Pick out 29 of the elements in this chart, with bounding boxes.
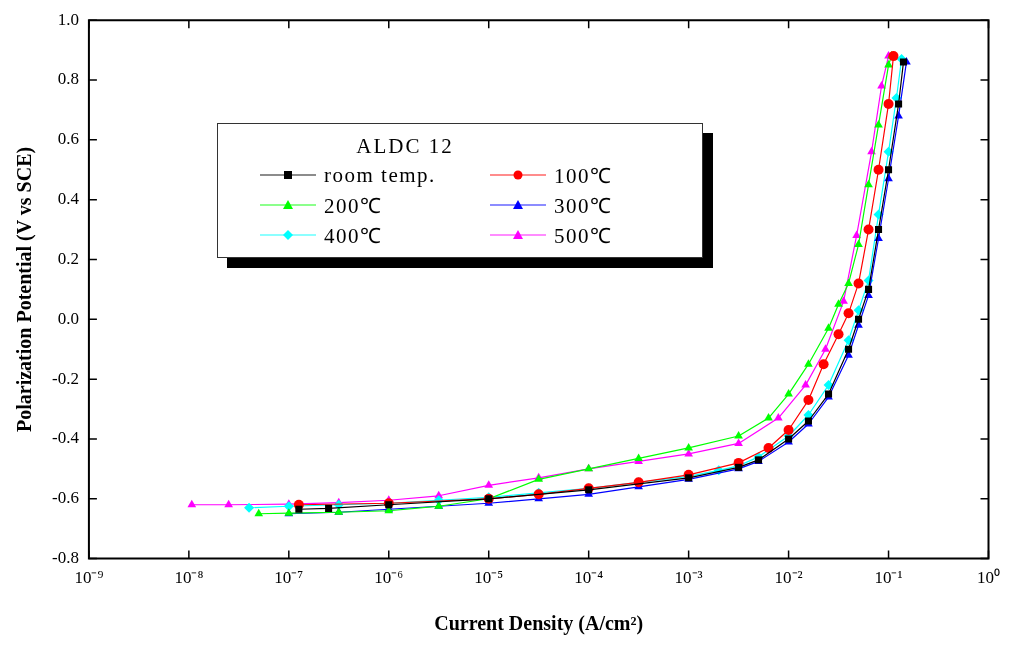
x-tick-label: 10⁻⁵ [474, 568, 504, 588]
y-tick-label: 1.0 [57, 9, 79, 29]
y-tick-label: 0.0 [57, 308, 79, 328]
y-axis-title: Polarization Potential (V vs SCE) [13, 146, 37, 432]
legend-label: 200℃ [324, 193, 383, 219]
legend-label: 100℃ [554, 163, 613, 189]
y-tick-label: 0.4 [57, 189, 80, 209]
legend-title: ALDC 12 [355, 134, 455, 159]
x-tick-label: 10⁻⁹ [74, 568, 104, 588]
y-tick-label: -0.6 [51, 488, 79, 508]
x-tick-label: 10⁻⁷ [274, 568, 304, 588]
x-tick-label: 10⁻³ [674, 568, 703, 588]
y-tick-label: -0.2 [51, 368, 79, 388]
x-tick-label: 10⁻² [774, 568, 803, 588]
legend-label: 500℃ [554, 223, 613, 249]
legend-label: room temp. [324, 162, 436, 188]
y-tick-label: 0.2 [57, 248, 79, 268]
y-tick-label: 0.6 [57, 129, 79, 149]
x-tick-label: 10⁻⁸ [174, 568, 204, 588]
legend-label: 400℃ [324, 223, 383, 249]
x-tick-label: 10⁻⁴ [574, 568, 604, 588]
y-tick-label: 0.8 [57, 69, 79, 89]
x-tick-label: 10⁻⁶ [374, 568, 404, 588]
legend-label: 300℃ [554, 193, 613, 219]
x-tick-label: 10⁰ [977, 568, 1000, 588]
x-tick-label: 10⁻¹ [874, 568, 903, 588]
y-tick-label: -0.4 [51, 428, 80, 448]
x-axis-title: Current Density (A/cm²) [434, 612, 644, 636]
y-tick-label: -0.8 [51, 548, 79, 568]
